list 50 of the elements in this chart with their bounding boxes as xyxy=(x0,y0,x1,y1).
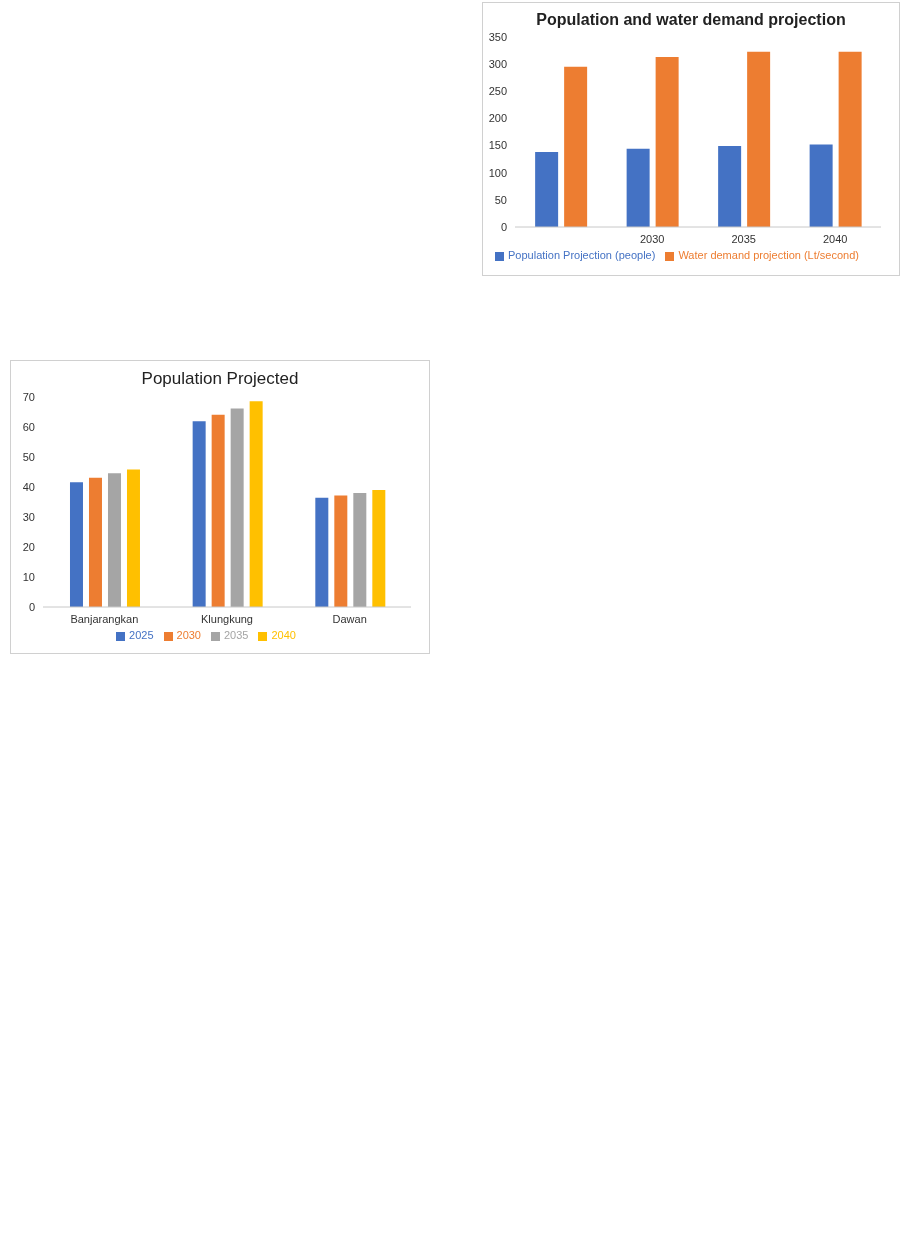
bar xyxy=(126,469,140,607)
bar xyxy=(353,493,367,607)
x-tick-label: Banjarangkan xyxy=(70,612,139,625)
bar xyxy=(192,421,206,607)
x-tick-label: Dawan xyxy=(332,612,367,625)
bar xyxy=(747,51,771,227)
bar xyxy=(107,473,121,607)
y-tick-label: 200 xyxy=(488,112,507,125)
y-tick-label: 0 xyxy=(28,600,35,613)
y-tick-label: 30 xyxy=(22,510,35,523)
y-tick-label: 10 xyxy=(22,570,35,583)
y-tick-label: 100 xyxy=(488,166,507,179)
y-tick-label: 70 xyxy=(22,390,35,403)
legend-label: Population Projection (people) xyxy=(508,249,656,261)
y-tick-label: 60 xyxy=(22,420,35,433)
bar xyxy=(249,401,263,607)
bar xyxy=(718,146,742,227)
bar xyxy=(69,482,83,607)
legend-label: 2030 xyxy=(176,629,201,641)
y-tick-label: 0 xyxy=(500,220,507,233)
y-tick-label: 50 xyxy=(22,450,35,463)
bar xyxy=(535,152,559,227)
y-tick-label: 150 xyxy=(488,139,507,152)
y-tick-label: 300 xyxy=(488,58,507,71)
bar xyxy=(564,66,588,227)
x-tick-label: 2040 xyxy=(823,232,848,245)
bar xyxy=(809,144,833,227)
legend-label: 2035 xyxy=(224,629,249,641)
bar xyxy=(230,408,244,607)
bar xyxy=(372,490,386,607)
bar xyxy=(838,51,862,227)
legend-label: 2040 xyxy=(271,629,296,641)
y-tick-label: 250 xyxy=(488,85,507,98)
chart-title: Population and water demand projection xyxy=(535,11,847,29)
chart-title: Population Projected xyxy=(140,369,300,389)
y-tick-label: 350 xyxy=(488,30,507,43)
y-tick-label: 40 xyxy=(22,480,35,493)
bar xyxy=(88,477,102,607)
y-tick-label: 50 xyxy=(494,193,507,206)
x-tick-label: 2035 xyxy=(731,232,756,245)
x-tick-label: 2030 xyxy=(640,232,665,245)
legend-label: 2025 xyxy=(129,629,154,641)
legend-label: Water demand projection (Lt/second) xyxy=(678,249,859,261)
bar xyxy=(315,497,329,607)
bar xyxy=(211,414,225,607)
y-tick-label: 20 xyxy=(22,540,35,553)
x-tick-label: Klungkung xyxy=(201,612,253,625)
bar xyxy=(655,57,679,227)
bar xyxy=(626,148,650,227)
bar xyxy=(334,495,348,607)
